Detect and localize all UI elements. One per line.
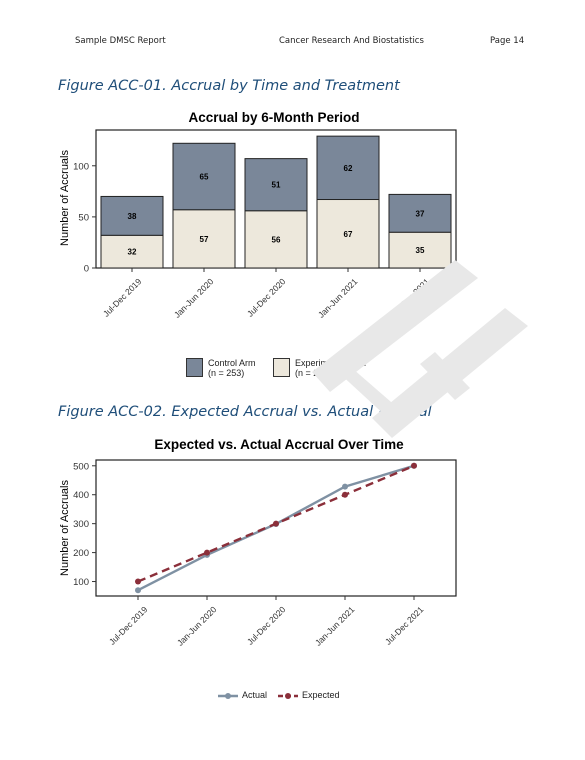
y-tick-label: 50 bbox=[78, 212, 89, 223]
header-report-name: Sample DMSC Report bbox=[75, 36, 166, 46]
x-tick-label: Jul-Dec 2021 bbox=[383, 604, 426, 647]
x-tick-label: Jan-Jun 2021 bbox=[313, 604, 357, 648]
bar-experimental-value: 35 bbox=[416, 246, 425, 255]
x-tick-label: Jul-Dec 2021 bbox=[389, 276, 432, 319]
chart-1-y-axis-label: Number of Accruals bbox=[59, 150, 71, 246]
chart-2-legend: Actual Expected bbox=[0, 690, 585, 704]
y-tick-label: 400 bbox=[73, 490, 89, 501]
y-tick-label: 100 bbox=[73, 577, 89, 588]
page-header: Sample DMSC Report Cancer Research And B… bbox=[0, 36, 585, 50]
chart-1-title: Accrual by 6-Month Period bbox=[188, 110, 359, 125]
series-point-expected bbox=[411, 462, 417, 469]
legend-control-swatch bbox=[186, 358, 203, 377]
legend-experimental-label: Experimental Arm bbox=[295, 358, 367, 368]
legend-expected-label: Expected bbox=[302, 690, 340, 700]
figure-2-heading: Figure ACC-02. Expected Accrual vs. Actu… bbox=[58, 404, 432, 420]
bar-experimental-value: 32 bbox=[128, 248, 137, 257]
bar-control-value: 62 bbox=[344, 164, 353, 173]
legend-expected-key bbox=[278, 693, 298, 699]
bar-control-value: 51 bbox=[272, 181, 281, 190]
chart-2-title: Expected vs. Actual Accrual Over Time bbox=[154, 437, 404, 452]
legend-control-label: Control Arm bbox=[208, 358, 256, 368]
chart-2-y-axis-label: Number of Accruals bbox=[59, 480, 71, 576]
legend-experimental-n: (n = 247) bbox=[295, 368, 332, 378]
bar-control-value: 65 bbox=[200, 173, 209, 182]
y-tick-label: 200 bbox=[73, 548, 89, 559]
chart-1-legend: Control Arm (n = 253) Experimental Arm (… bbox=[0, 358, 585, 382]
series-point-expected bbox=[204, 549, 210, 556]
x-tick-label: Jul-Dec 2019 bbox=[107, 604, 150, 647]
expected-vs-actual-line-chart: Expected vs. Actual Accrual Over Time Nu… bbox=[59, 437, 457, 648]
bar-control-value: 37 bbox=[416, 209, 425, 218]
header-page-number: Page 14 bbox=[490, 36, 525, 46]
series-point-actual bbox=[342, 483, 348, 490]
x-tick-label: Jan-Jun 2021 bbox=[316, 276, 360, 320]
bar-experimental-value: 67 bbox=[344, 230, 353, 239]
figure-1-heading: Figure ACC-01. Accrual by Time and Treat… bbox=[58, 78, 400, 94]
x-tick-label: Jan-Jun 2020 bbox=[172, 276, 216, 320]
bar-control bbox=[172, 142, 236, 211]
bar-control-value: 38 bbox=[128, 212, 137, 221]
bar-control bbox=[244, 158, 308, 212]
y-tick-label: 300 bbox=[73, 519, 89, 530]
y-tick-label: 500 bbox=[73, 461, 89, 472]
legend-actual-label: Actual bbox=[242, 690, 268, 700]
series-point-expected bbox=[135, 578, 141, 585]
x-tick-label: Jul-Dec 2020 bbox=[245, 604, 288, 647]
bar-control bbox=[388, 193, 452, 233]
bar-control bbox=[316, 135, 380, 201]
series-point-expected bbox=[273, 520, 279, 527]
accrual-stacked-bar-chart: Accrual by 6-Month Period Number of Accr… bbox=[59, 110, 457, 320]
y-tick-label: 100 bbox=[73, 161, 89, 172]
legend-actual-key bbox=[218, 693, 238, 699]
x-tick-label: Jan-Jun 2020 bbox=[175, 604, 219, 648]
legend-experimental-swatch bbox=[273, 358, 290, 377]
bar-experimental-value: 57 bbox=[200, 235, 209, 244]
bar-experimental bbox=[316, 199, 380, 269]
bar-experimental bbox=[172, 209, 236, 269]
legend-control-text: Control Arm (n = 253) bbox=[208, 358, 256, 378]
y-tick-label: 0 bbox=[84, 264, 89, 275]
header-organization: Cancer Research And Biostatistics bbox=[279, 36, 424, 46]
x-tick-label: Jul-Dec 2020 bbox=[245, 276, 288, 319]
series-point-expected bbox=[342, 491, 348, 498]
legend-experimental-text: Experimental Arm (n = 247) bbox=[295, 358, 366, 378]
series-point-actual bbox=[135, 587, 141, 594]
x-tick-label: Jul-Dec 2019 bbox=[101, 276, 144, 319]
legend-control-n: (n = 253) bbox=[208, 368, 245, 378]
bar-control bbox=[100, 195, 164, 236]
bar-experimental-value: 56 bbox=[272, 235, 281, 244]
